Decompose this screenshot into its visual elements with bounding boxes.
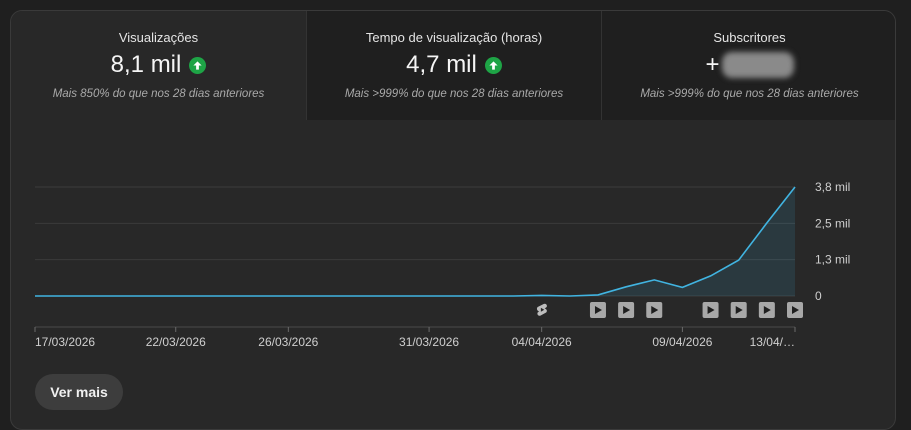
x-tick-label: 09/04/2026 [652, 335, 712, 349]
x-tick-label: 31/03/2026 [399, 335, 459, 349]
play-icon-triangle [594, 306, 602, 314]
series-area [35, 187, 795, 296]
y-tick-label: 2,5 mil [815, 216, 850, 230]
series-line [35, 186, 796, 297]
views-chart: 0 1,3 mil 2,5 mil 3,8 mil 17/03/2026 22/03/20… [11, 120, 895, 350]
tab-subscribers-title: Subscritores [713, 30, 786, 45]
analytics-card: Visualizações 8,1 mil Mais 850% do que n… [10, 10, 896, 430]
x-tick-label: 13/04/… [750, 335, 795, 349]
views-chart-svg: 0 1,3 mil 2,5 mil 3,8 mil 17/03/2026 22/03/20… [34, 180, 850, 349]
shorts-icon-play [540, 307, 545, 312]
tab-watch-time-value: 4,7 mil [406, 51, 477, 78]
y-tick-label: 3,8 mil [815, 180, 850, 194]
tab-watch-time[interactable]: Tempo de visualização (horas) 4,7 mil Ma… [306, 11, 601, 120]
tab-subscribers-subtitle: Mais >999% do que nos 28 dias anteriores [640, 88, 859, 100]
metric-tabs: Visualizações 8,1 mil Mais 850% do que n… [11, 11, 895, 120]
tab-watch-time-subtitle: Mais >999% do que nos 28 dias anteriores [344, 88, 564, 100]
play-icon-triangle [792, 306, 799, 314]
x-tick-label: 17/03/2026 [35, 335, 95, 349]
y-tick-label: 0 [815, 289, 822, 303]
tab-views-title: Visualizações [118, 30, 199, 45]
tab-subscribers[interactable]: Subscritores + Mais >999% do que nos 28 … [601, 11, 895, 120]
tab-views-value: 8,1 mil [110, 51, 182, 78]
see-more-button[interactable]: Ver mais [35, 374, 123, 410]
redacted-value [721, 52, 794, 78]
x-tick-label: 26/03/2026 [258, 335, 318, 349]
x-tick-label: 22/03/2026 [146, 335, 206, 349]
y-tick-label: 1,3 mil [815, 253, 850, 267]
play-icon-triangle [763, 306, 771, 314]
play-icon-triangle [651, 306, 659, 314]
tab-watch-time-title: Tempo de visualização (horas) [365, 30, 543, 45]
arrow-up-icon [484, 56, 502, 74]
tab-views[interactable]: Visualizações 8,1 mil Mais 850% do que n… [11, 11, 306, 120]
tab-subscribers-value: + [705, 51, 720, 78]
shorts-icon [536, 303, 547, 316]
play-icon-triangle [623, 306, 631, 314]
play-icon-triangle [707, 306, 715, 314]
arrow-up-icon [189, 56, 207, 74]
play-icon-triangle [735, 306, 743, 314]
x-tick-label: 04/04/2026 [512, 335, 572, 349]
tab-views-subtitle: Mais 850% do que nos 28 dias anteriores [52, 88, 265, 100]
